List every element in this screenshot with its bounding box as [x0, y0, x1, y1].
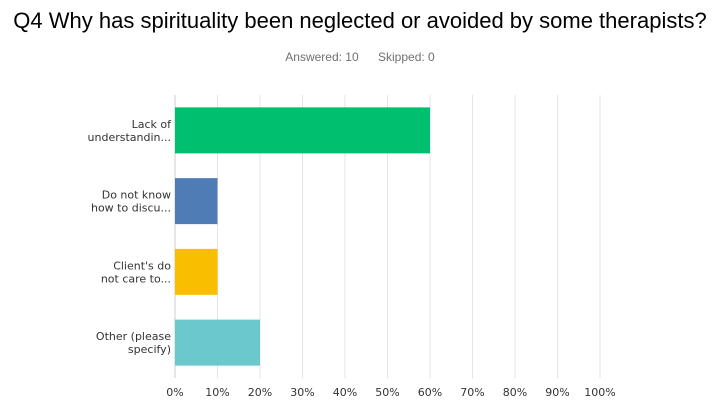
skipped-count: Skipped: 0 — [378, 50, 435, 64]
category-label: not care to... — [101, 272, 171, 285]
x-tick-label: 30% — [290, 386, 314, 399]
category-label: Do not know — [102, 189, 171, 202]
x-tick-label: 100% — [584, 386, 615, 399]
x-tick-label: 90% — [545, 386, 569, 399]
category-label: how to discu... — [91, 202, 171, 215]
x-tick-label: 40% — [333, 386, 357, 399]
response-summary: Answered: 10 Skipped: 0 — [0, 50, 720, 64]
x-tick-label: 20% — [248, 386, 272, 399]
chart-title: Q4 Why has spirituality been neglected o… — [13, 8, 707, 33]
category-label: Lack of — [132, 118, 173, 131]
category-label: understandin... — [88, 131, 171, 144]
bar — [175, 319, 260, 366]
x-tick-label: 80% — [503, 386, 527, 399]
bar — [175, 248, 218, 295]
bar — [175, 178, 218, 225]
x-tick-label: 70% — [460, 386, 484, 399]
bar — [175, 107, 430, 154]
x-tick-label: 0% — [166, 386, 183, 399]
answered-count: Answered: 10 — [285, 50, 359, 64]
x-tick-label: 10% — [205, 386, 229, 399]
category-label: specify) — [128, 343, 171, 356]
x-tick-label: 50% — [375, 386, 399, 399]
category-label: Other (please — [96, 330, 171, 343]
x-tick-label: 60% — [418, 386, 442, 399]
category-label: Client's do — [113, 259, 171, 272]
